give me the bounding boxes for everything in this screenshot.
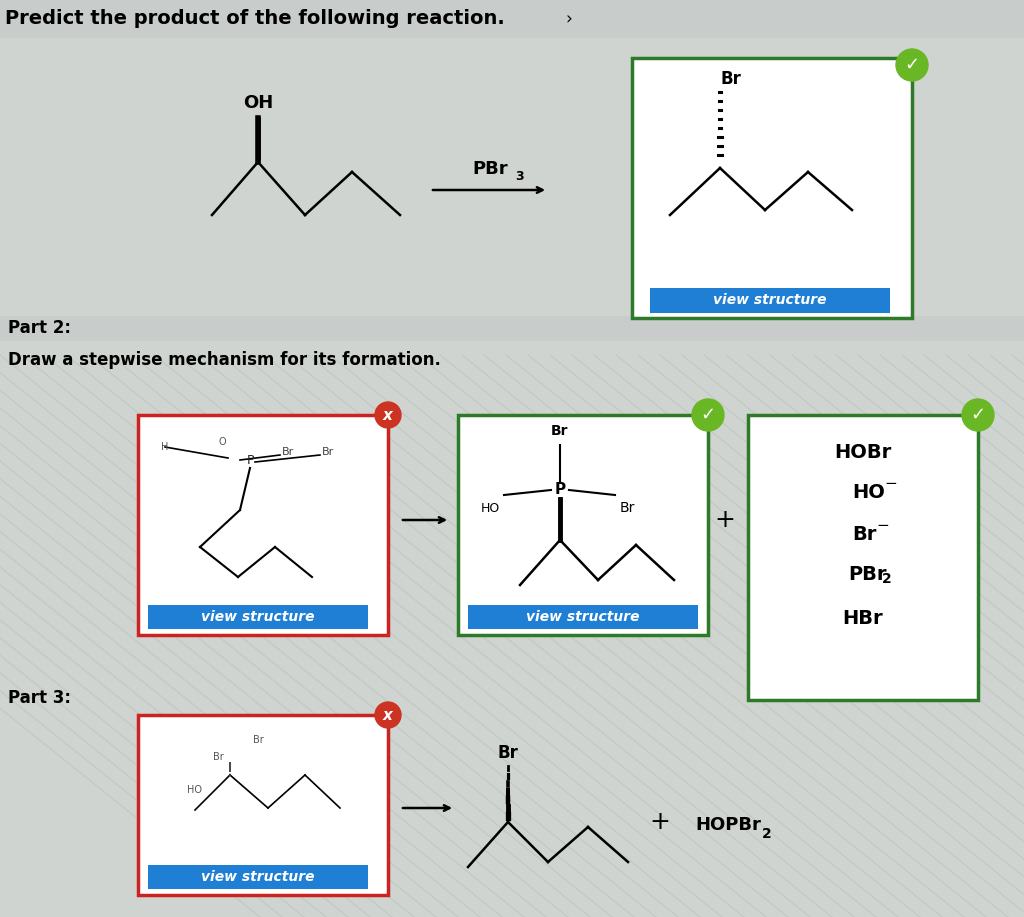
- Text: ✓: ✓: [700, 406, 716, 424]
- Text: Br: Br: [720, 70, 741, 88]
- Text: PBr: PBr: [848, 565, 887, 583]
- Text: ›: ›: [565, 10, 571, 28]
- Bar: [468, 605, 698, 629]
- Text: Predict the product of the following reaction.: Predict the product of the following rea…: [5, 9, 505, 28]
- Text: x: x: [383, 407, 393, 423]
- Text: ✓: ✓: [971, 406, 985, 424]
- Bar: [0, 0, 1024, 38]
- Text: Br: Br: [213, 752, 223, 762]
- Text: Br: Br: [620, 501, 635, 515]
- Text: OH: OH: [243, 94, 273, 112]
- Text: HO: HO: [852, 482, 885, 502]
- Text: Br: Br: [253, 735, 263, 745]
- Bar: [650, 288, 890, 313]
- Text: Br: Br: [282, 447, 294, 457]
- Text: O: O: [218, 437, 226, 447]
- Text: +: +: [715, 508, 735, 532]
- Text: 3: 3: [515, 170, 523, 183]
- Bar: [138, 415, 388, 635]
- Bar: [138, 715, 388, 895]
- Text: HO: HO: [187, 785, 203, 795]
- Text: HOBr: HOBr: [835, 443, 892, 461]
- Bar: [632, 58, 912, 318]
- Text: HO: HO: [480, 502, 500, 514]
- Text: Br: Br: [852, 525, 877, 544]
- Text: Part 3:: Part 3:: [8, 689, 71, 707]
- Text: view structure: view structure: [526, 610, 640, 624]
- Circle shape: [896, 49, 928, 81]
- Text: PBr: PBr: [472, 160, 508, 178]
- Circle shape: [692, 399, 724, 431]
- Text: 2: 2: [882, 572, 892, 586]
- Text: !: !: [226, 760, 233, 779]
- Text: H: H: [162, 442, 169, 452]
- Circle shape: [962, 399, 994, 431]
- Text: Draw a stepwise mechanism for its formation.: Draw a stepwise mechanism for its format…: [8, 351, 441, 369]
- Text: HOPBr: HOPBr: [695, 816, 761, 834]
- Text: −: −: [884, 477, 897, 492]
- Text: view structure: view structure: [714, 293, 826, 307]
- Bar: [748, 415, 978, 700]
- Text: P: P: [246, 454, 254, 467]
- Circle shape: [375, 702, 401, 728]
- Text: P: P: [554, 482, 565, 498]
- Text: −: −: [876, 518, 889, 534]
- Circle shape: [375, 402, 401, 428]
- Bar: [148, 865, 368, 889]
- Text: ✓: ✓: [904, 56, 920, 74]
- Text: view structure: view structure: [202, 870, 314, 884]
- Text: Br: Br: [322, 447, 334, 457]
- Text: HBr: HBr: [843, 609, 884, 627]
- Text: 2: 2: [762, 827, 772, 841]
- Text: Br: Br: [551, 424, 568, 438]
- Text: view structure: view structure: [202, 610, 314, 624]
- Text: Br: Br: [498, 744, 518, 762]
- Bar: [0, 316, 1024, 341]
- Text: +: +: [649, 810, 671, 834]
- Text: x: x: [383, 708, 393, 723]
- Bar: [148, 605, 368, 629]
- Text: Part 2:: Part 2:: [8, 319, 71, 337]
- Bar: [458, 415, 708, 635]
